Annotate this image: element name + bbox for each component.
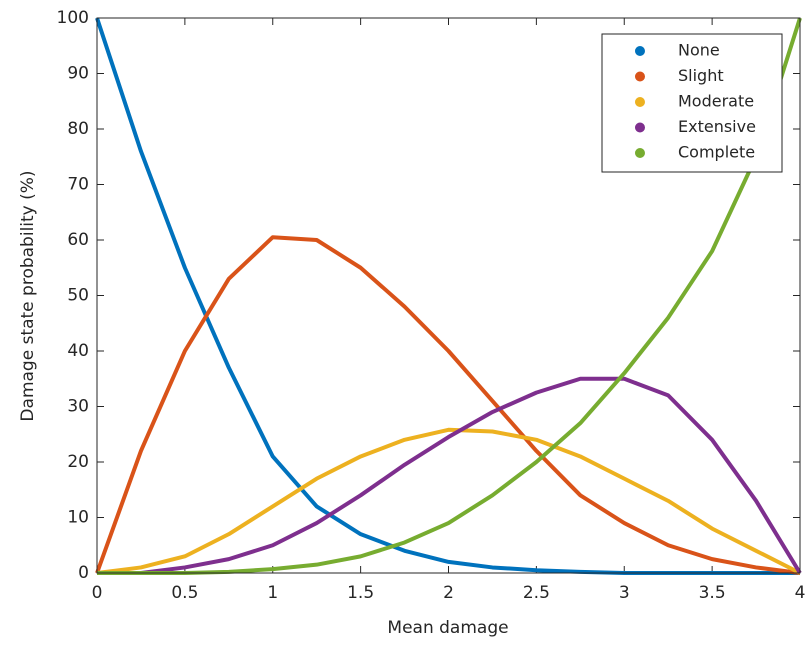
y-tick-label: 40: [67, 341, 89, 361]
y-tick-label: 0: [78, 563, 89, 583]
legend-label: None: [678, 41, 720, 60]
legend-label: Complete: [678, 143, 755, 162]
x-tick-label: 1: [267, 583, 278, 603]
y-tick-label: 70: [67, 175, 89, 195]
y-axis-label: Damage state probability (%): [18, 170, 38, 421]
y-tick-label: 10: [67, 508, 89, 528]
x-tick-label: 2.5: [523, 583, 550, 603]
series-line: [96, 427, 801, 575]
x-tick-label: 2: [443, 583, 454, 603]
y-tick-label: 50: [67, 286, 89, 306]
legend-marker: [635, 71, 645, 82]
y-tick-label: 60: [67, 230, 89, 250]
series-line: [95, 235, 801, 575]
y-tick-label: 90: [67, 64, 89, 84]
y-tick-label: 20: [67, 452, 89, 472]
x-tick-label: 1.5: [347, 583, 374, 603]
legend-label: Slight: [678, 66, 724, 85]
legend-label: Moderate: [678, 92, 754, 111]
legend-label: Extensive: [678, 117, 756, 136]
legend-marker: [635, 148, 645, 158]
y-tick-label: 100: [57, 8, 89, 28]
y-tick-label: 80: [67, 119, 89, 139]
series-line: [97, 376, 802, 575]
legend-marker: [635, 122, 645, 133]
series-line: [97, 17, 802, 575]
legend-box: [601, 33, 783, 173]
x-tick-label: 4: [795, 583, 806, 603]
x-tick-label: 0: [92, 583, 103, 603]
x-tick-label: 3.5: [699, 583, 726, 603]
legend-marker: [635, 97, 645, 107]
x-tick-label: 0.5: [171, 583, 198, 603]
y-tick-label: 30: [67, 397, 89, 417]
legend-marker: [635, 46, 645, 56]
x-axis-label: Mean damage: [387, 618, 508, 638]
legend: None Slight Moderate Extensive Complete: [601, 33, 783, 173]
x-tick-label: 3: [619, 583, 630, 603]
axes-box: [96, 17, 801, 574]
